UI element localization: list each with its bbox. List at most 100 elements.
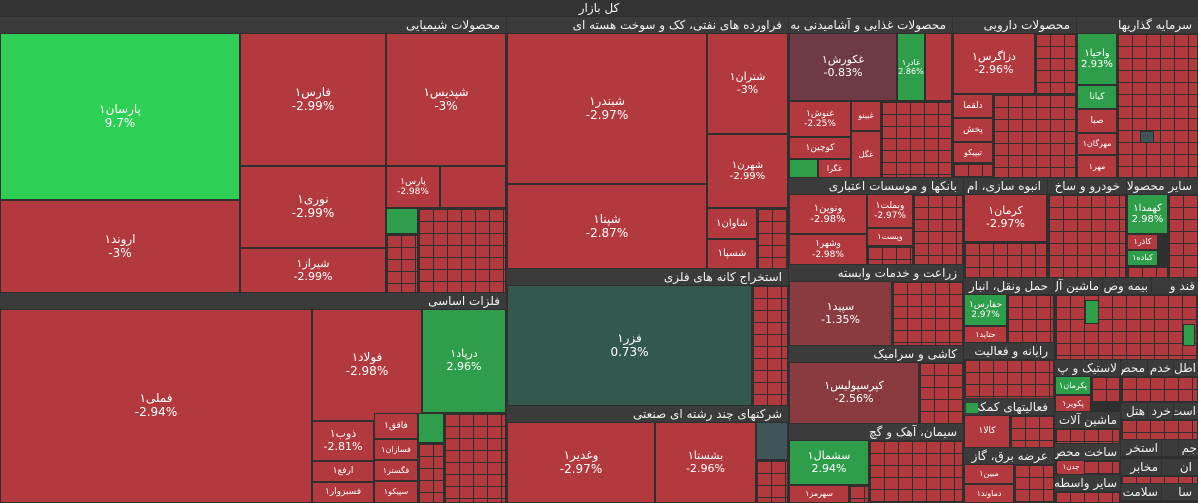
stock-tile-zob[interactable]: ذوب۱ -2.81%: [312, 421, 374, 461]
sector-header-investment[interactable]: سرمایه گذاریها: [1077, 17, 1198, 33]
stock-tile-veshahr[interactable]: وشهر۱ -2.98%: [789, 234, 867, 265]
stock-tile-fesazan[interactable]: فسازان۱: [374, 439, 418, 460]
stock-tile-group[interactable]: [1035, 33, 1076, 94]
stock-tile-sehrmz[interactable]: سهرمز۱: [789, 485, 849, 503]
stock-tile-shavan[interactable]: شاوان۱: [707, 208, 757, 239]
sector-header-banks[interactable]: بانکها و موسسات اعتباری: [789, 178, 963, 194]
stock-tile-vepast[interactable]: وپست۱: [867, 228, 913, 246]
stock-tile-group[interactable]: [964, 359, 1054, 399]
stock-tile-group[interactable]: [919, 362, 963, 424]
stock-tile-group[interactable]: [418, 208, 506, 293]
stock-tile-group[interactable]: [1117, 33, 1198, 178]
stock-tile-group[interactable]: [849, 485, 869, 503]
stock-tile-kavada[interactable]: کباده۱: [1127, 250, 1158, 266]
stock-tile-kiana[interactable]: کیانا: [1077, 85, 1117, 109]
stock-tile-group[interactable]: [1010, 415, 1054, 448]
stock-tile-sepid[interactable]: سپید۱ -1.35%: [789, 281, 892, 346]
stock-tile-ghadir-food[interactable]: غادر۱ 2.86%: [897, 33, 925, 101]
stock-tile-derpad[interactable]: درپاد۱ 2.96%: [422, 309, 506, 413]
sector-header-rubber[interactable]: لاستیک و پ: [1055, 360, 1120, 376]
stock-tile-group[interactable]: [953, 163, 993, 178]
stock-tile-shbandar[interactable]: شبندر۱ -2.97%: [507, 33, 707, 184]
stock-tile-pakhsh[interactable]: پخش: [953, 118, 993, 142]
stock-tile-vanovin[interactable]: ونوین۱ -2.98%: [789, 194, 867, 234]
stock-tile-khafars[interactable]: حفارس۱ 2.97%: [964, 294, 1007, 326]
stock-tile-group[interactable]: [1121, 475, 1198, 484]
stock-tile-group[interactable]: [869, 440, 963, 503]
stock-tile[interactable]: [418, 413, 444, 443]
sector-header-hotel[interactable]: هتل: [1121, 403, 1147, 419]
stock-tile-group[interactable]: [881, 101, 952, 178]
stock-tile[interactable]: [925, 33, 952, 101]
sector-header-food[interactable]: محصولات غذایی و آشامیدنی به: [789, 17, 952, 33]
stock-tile-pakur[interactable]: پکویر۱: [1055, 395, 1091, 412]
stock-tile[interactable]: [440, 166, 506, 208]
sector-header-mahsul[interactable]: محص: [1121, 360, 1147, 376]
stock-tile-shiraz[interactable]: شیراز۱ -2.99%: [240, 248, 386, 293]
stock-tile-fesbozvar[interactable]: فسبزوار۱: [312, 482, 374, 503]
stock-tile-kerman[interactable]: کرمان۱ -2.97%: [964, 194, 1047, 242]
stock-tile-dlqma[interactable]: دلقما: [953, 94, 993, 118]
sector-header-extra[interactable]: [1162, 440, 1178, 456]
stock-tile-group[interactable]: [757, 208, 788, 269]
stock-tile[interactable]: [756, 422, 788, 460]
sector-header-pharma[interactable]: محصولات دارویی: [953, 17, 1076, 33]
stock-tile-ghbeno[interactable]: غبینو: [851, 101, 881, 131]
sector-header-machines-tools[interactable]: ماشین آلات: [1055, 412, 1120, 428]
sector-header-atl[interactable]: اطل: [1174, 360, 1198, 376]
sector-header-ertebat[interactable]: است: [1174, 403, 1198, 419]
stock-tile-beshasta[interactable]: بشستا۱ -2.96%: [655, 422, 756, 503]
stock-tile-arfa[interactable]: ارفع۱: [312, 461, 374, 482]
stock-tile[interactable]: [1085, 300, 1099, 324]
stock-tile-group[interactable]: [1091, 376, 1120, 403]
sector-header-other-transport[interactable]: سایر واسطه: [1055, 475, 1120, 491]
sector-header-estekhraj[interactable]: استخر: [1121, 440, 1161, 456]
stock-tile[interactable]: [789, 159, 818, 178]
stock-tile[interactable]: [1183, 324, 1195, 346]
stock-tile[interactable]: [386, 208, 418, 234]
sector-header-jam[interactable]: جم: [1179, 440, 1198, 456]
stock-tile-saba[interactable]: صبا: [1077, 109, 1117, 133]
stock-tile-fars[interactable]: فارس۱ -2.99%: [240, 33, 386, 166]
sector-header-khadam[interactable]: خدم: [1148, 360, 1173, 376]
sector-header-multi[interactable]: شرکتهای چند رشته ای صنعتی: [507, 406, 788, 422]
sector-header-construction[interactable]: ساخت محص: [1055, 444, 1120, 460]
stock-tile-group[interactable]: [913, 194, 963, 265]
stock-tile-group[interactable]: [867, 246, 913, 265]
stock-tile-kepars[interactable]: کپرسپولیس۱ -2.56%: [789, 362, 919, 424]
stock-tile-group[interactable]: [1048, 194, 1126, 278]
sector-header-metals[interactable]: فلزات اساسی: [0, 293, 506, 309]
sector-header-salamat[interactable]: سلامت: [1121, 484, 1161, 500]
stock-tile-kochin[interactable]: کوچین۱: [789, 137, 851, 159]
sector-header-housing[interactable]: انبوه سازی، ام: [964, 178, 1047, 194]
sector-header-sugar[interactable]: قند و: [1152, 278, 1198, 294]
stock-tile-shetran[interactable]: شتران۱ -3%: [707, 33, 788, 134]
stock-tile-mehrgan[interactable]: مهرگان۱: [1077, 133, 1117, 155]
sector-header-electric[interactable]: عرضه برق، گاز: [964, 448, 1054, 464]
stock-tile-group[interactable]: [756, 460, 788, 503]
stock-tile-arvand[interactable]: اروند۱ -3%: [0, 200, 240, 293]
stock-tile-mehr[interactable]: مهر۱: [1077, 155, 1117, 178]
stock-tile-vaghadir[interactable]: وغدیر۱ -2.97%: [507, 422, 655, 503]
stock-tile-dazagros[interactable]: دزاگرس۱ -2.96%: [953, 33, 1035, 94]
stock-tile-kala[interactable]: کالا۱: [964, 415, 1010, 448]
stock-tile-group[interactable]: [1014, 464, 1054, 503]
stock-tile-group[interactable]: [444, 413, 506, 503]
sector-header-ceramic[interactable]: کاشی و سرامیک: [789, 346, 963, 362]
stock-tile-group[interactable]: [993, 94, 1076, 178]
sector-header-cement[interactable]: سیمان، آهک و گچ: [789, 424, 963, 440]
stock-tile-group[interactable]: [386, 234, 418, 293]
sector-header-an[interactable]: ان: [1162, 459, 1198, 475]
sector-header-sa[interactable]: سا: [1162, 484, 1198, 500]
stock-tile-ghakorosh[interactable]: غکورش۱ -0.83%: [789, 33, 897, 101]
sector-header-it[interactable]: رایانه و فعالیت: [964, 343, 1054, 359]
stock-tile-pars[interactable]: پارس۱ -2.98%: [386, 166, 440, 208]
stock-tile-shepdis[interactable]: شپدیس۱ -3%: [386, 33, 506, 166]
stock-tile-group[interactable]: [1121, 419, 1198, 440]
stock-tile-gegol[interactable]: غگل: [851, 131, 881, 178]
stock-tile-kaaz[interactable]: کاذر۱: [1127, 234, 1158, 250]
stock-tile-foolad[interactable]: فولاد۱ -2.98%: [312, 309, 422, 421]
stock-tile-chedan[interactable]: چدن۱: [1058, 461, 1084, 474]
stock-tile-peykarman[interactable]: پکرمان۱: [1055, 376, 1091, 395]
sector-header-mining[interactable]: استخراج کانه های فلزی: [507, 269, 788, 285]
